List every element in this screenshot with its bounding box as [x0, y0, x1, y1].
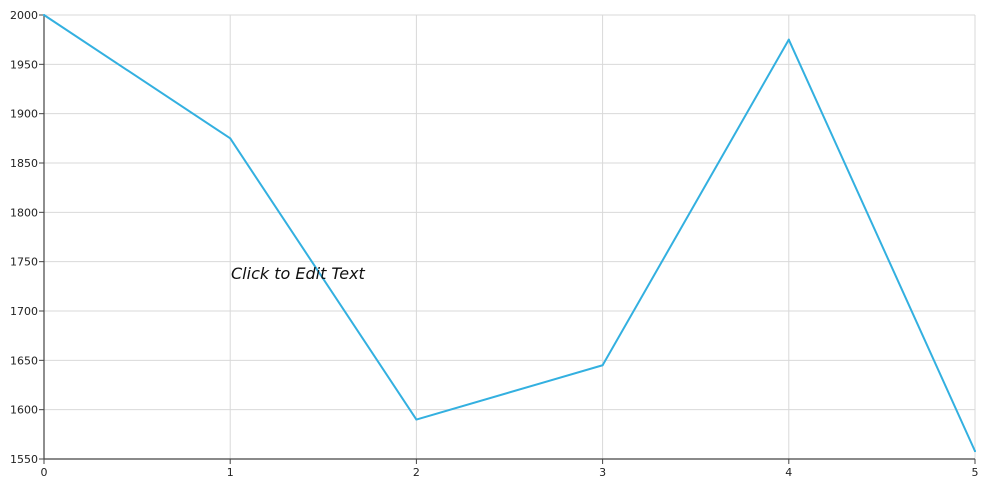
- y-tick-label: 1800: [10, 206, 38, 219]
- y-tick-label: 1550: [10, 453, 38, 466]
- data-point: [415, 418, 418, 421]
- editable-text-annotation[interactable]: Click to Edit Text: [231, 264, 365, 283]
- x-tick-label: 5: [972, 466, 979, 479]
- x-tick-label: 2: [413, 466, 420, 479]
- y-tick-label: 2000: [10, 9, 38, 22]
- data-point: [229, 137, 232, 140]
- y-tick-label: 1900: [10, 108, 38, 121]
- data-point: [787, 38, 790, 41]
- y-tick-label: 1950: [10, 58, 38, 71]
- x-tick-label: 3: [599, 466, 606, 479]
- data-point: [601, 364, 604, 367]
- y-tick-label: 1850: [10, 157, 38, 170]
- y-tick-label: 1600: [10, 404, 38, 417]
- x-tick-label: 1: [227, 466, 234, 479]
- y-tick-label: 1650: [10, 354, 38, 367]
- y-tick-label: 1700: [10, 305, 38, 318]
- series-line-0: [43, 14, 976, 453]
- data-point: [43, 14, 45, 16]
- series-layer: [43, 14, 976, 453]
- axis-layer: [39, 14, 976, 464]
- tick-label-layer: 1550 1600 1650 1700 1750 1800 1850 1900 1950 2000…: [10, 9, 979, 479]
- x-tick-label: 0: [41, 466, 48, 479]
- y-tick-label: 1750: [10, 256, 38, 269]
- data-point: [974, 450, 976, 453]
- x-tick-label: 4: [785, 466, 792, 479]
